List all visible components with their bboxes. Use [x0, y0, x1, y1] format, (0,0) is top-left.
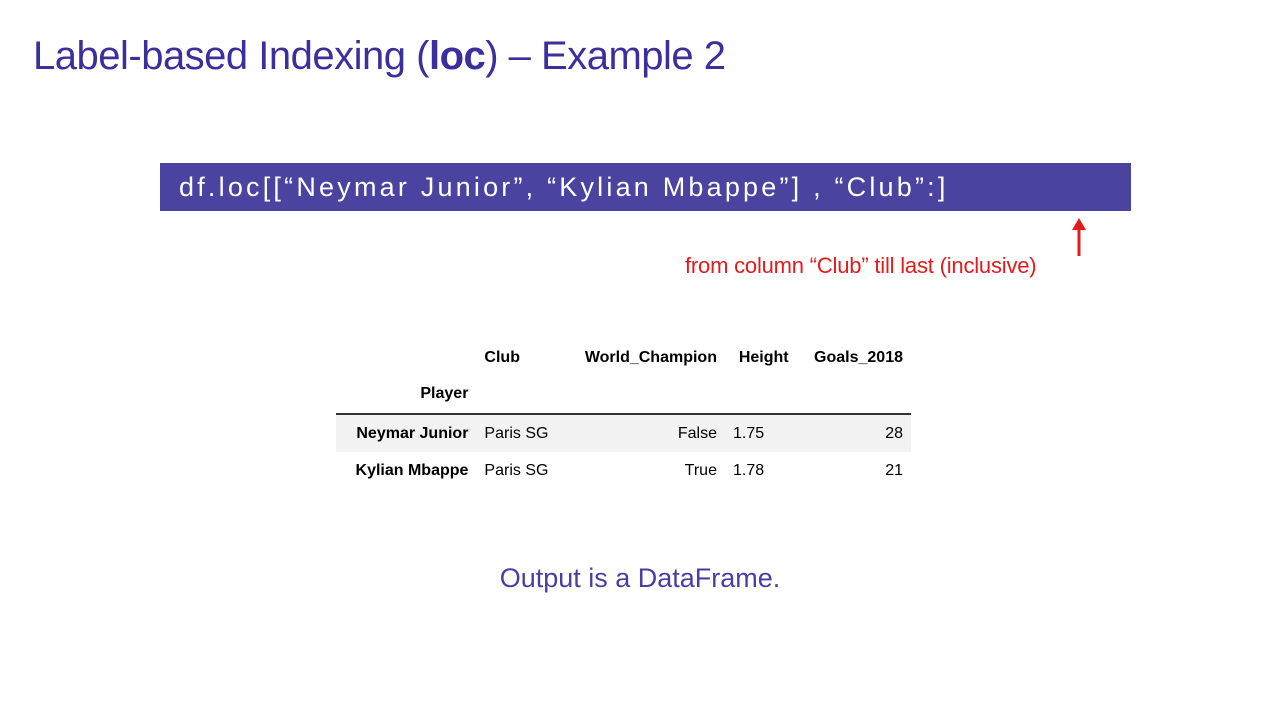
column-header-goals-2018: Goals_2018: [814, 349, 903, 366]
index-name-player: Player: [336, 375, 477, 415]
column-header-row: Club World_Champion Height Goals_2018: [336, 341, 911, 375]
up-arrow-icon: [1072, 218, 1086, 256]
table-row: Neymar Junior Paris SG False 1.75 28: [336, 414, 911, 452]
index-name-row: Player: [336, 375, 911, 415]
code-snippet: df.loc[[“Neymar Junior”, “Kylian Mbappe”…: [160, 163, 1131, 211]
table-row: Kylian Mbappe Paris SG True 1.78 21: [336, 452, 911, 489]
cell-world-champion: True: [684, 461, 717, 479]
cell-club: Paris SG: [484, 461, 549, 479]
blank-corner-cell: [336, 341, 476, 375]
title-bold-loc: loc: [428, 34, 486, 78]
cell-height: 1.75: [732, 424, 765, 442]
row-index-label: Kylian Mbappe: [355, 461, 469, 479]
cell-goals-2018: 21: [885, 461, 903, 479]
column-header-world-champion: World_Champion: [584, 349, 717, 366]
cell-world-champion: False: [677, 424, 717, 442]
row-index-label: Neymar Junior: [356, 424, 469, 442]
output-note: Output is a DataFrame.: [499, 563, 781, 593]
dataframe-output-table: Club World_Champion Height Goals_2018 Pl…: [336, 341, 911, 489]
cell-height: 1.78: [732, 461, 765, 479]
title-prefix: Label-based Indexing (: [33, 34, 429, 78]
column-header-height: Height: [738, 349, 789, 366]
column-header-club: Club: [484, 349, 520, 366]
cell-club: Paris SG: [484, 424, 549, 442]
cell-goals-2018: 28: [885, 424, 903, 442]
column-slice-annotation: from column “Club” till last (inclusive): [685, 253, 1037, 278]
title-suffix: ) – Example 2: [485, 34, 726, 78]
slide-title: Label-based Indexing (loc) – Example 2: [33, 34, 726, 79]
